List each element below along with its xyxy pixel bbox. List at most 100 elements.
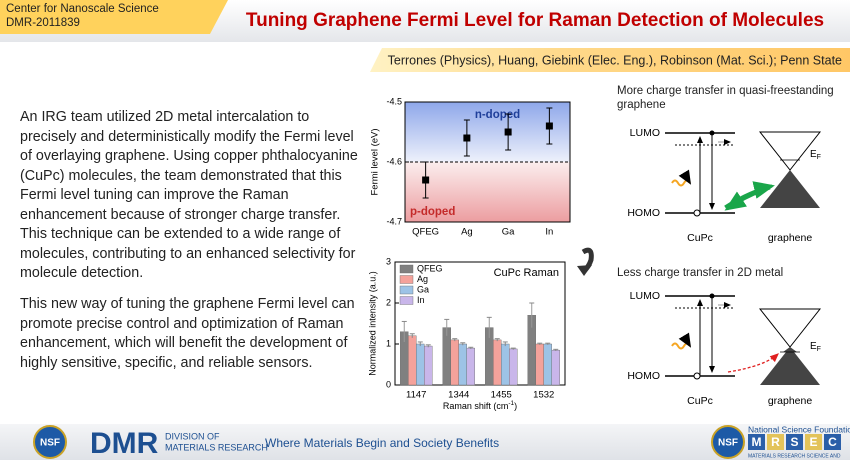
x-tick-label: Ga — [502, 227, 515, 238]
x-tick-label: In — [545, 227, 553, 238]
legend-swatch — [399, 264, 414, 274]
molecule-label: CuPc — [687, 395, 713, 407]
mrsec-box — [805, 434, 822, 450]
nsf-logo-text: NSF — [718, 438, 738, 449]
homo-label: HOMO — [627, 370, 660, 382]
mrsec-box — [824, 434, 841, 450]
x-tick-label: 1147 — [406, 390, 426, 401]
bar — [535, 343, 544, 386]
mrsec-letter: S — [790, 435, 798, 449]
foundation: National Science Foundation — [748, 424, 850, 434]
legend-swatch — [399, 296, 414, 305]
author-band — [370, 48, 850, 72]
point — [545, 122, 553, 130]
graphene-label: graphene — [768, 395, 813, 407]
x-tick-label: 1532 — [533, 390, 554, 401]
title: Tuning Graphene Fermi Level for Raman De… — [246, 10, 824, 31]
bar — [466, 347, 475, 386]
cone-filled — [783, 347, 797, 352]
y-axis-label: Fermi level (eV) — [370, 128, 381, 195]
nsf-logo — [711, 425, 745, 459]
photon — [671, 169, 692, 187]
authors: Terrones (Physics), Huang, Giebink (Elec… — [388, 53, 842, 67]
ef-label: EF — [810, 341, 821, 353]
y-tick-label: 1 — [386, 338, 391, 348]
bar — [416, 343, 425, 386]
legend-label: Ga — [417, 284, 429, 294]
ef-main: E — [810, 149, 817, 160]
body-paragraph: This new way of tuning the graphene Ferm… — [20, 296, 355, 371]
point — [463, 134, 471, 142]
annotation: p-doped — [410, 206, 455, 218]
ef-label: EF — [810, 149, 821, 161]
cone-upper — [758, 131, 822, 171]
x-axis-label-part: Raman shift (cm — [443, 401, 509, 411]
division-text: MATERIALS RESEARCH — [165, 442, 268, 452]
mrsec-box — [767, 434, 784, 450]
cone-lower — [760, 170, 820, 208]
electron — [709, 293, 715, 299]
y-tick-label: -4.6 — [386, 156, 402, 166]
transfer-arrow-back — [724, 186, 771, 211]
photon — [671, 332, 692, 350]
hole — [693, 209, 701, 217]
center-box — [0, 0, 228, 34]
bar — [551, 349, 560, 386]
lumo-label: LUMO — [630, 127, 660, 139]
flow-arrow-head — [577, 265, 592, 276]
x-axis-label-part: ) — [514, 401, 517, 411]
bar — [543, 343, 552, 386]
x-tick-label: 1344 — [448, 390, 469, 401]
cone-lower — [760, 347, 820, 385]
mrsec-letter: E — [809, 435, 817, 449]
lumo-label: LUMO — [630, 290, 660, 302]
homo-label: HOMO — [627, 207, 660, 219]
legend-swatch — [399, 275, 414, 284]
nsf-logo — [33, 425, 67, 459]
point — [504, 128, 512, 136]
y-tick-label: 0 — [386, 379, 391, 389]
mrsec-box — [786, 434, 803, 450]
nsf-logo-text: NSF — [40, 438, 60, 449]
bar — [424, 345, 433, 386]
hole — [693, 372, 701, 380]
ef-sub: F — [817, 154, 821, 161]
x-tick-label: 1455 — [491, 390, 512, 401]
bar — [408, 335, 417, 386]
mrsec-box — [748, 434, 765, 450]
diagram-title: Less charge transfer in 2D metal — [617, 267, 784, 279]
mrsec-letter: C — [828, 435, 837, 449]
chart-annotation: CuPc Raman — [494, 267, 559, 279]
mrsec-letter: M — [752, 435, 762, 449]
point — [422, 176, 430, 184]
tagline: Where Materials Begin and Society Benefi… — [265, 436, 499, 450]
bar — [509, 348, 518, 386]
bar — [442, 327, 451, 386]
legend-label: In — [417, 295, 425, 305]
x-tick-label: QFEG — [412, 227, 439, 238]
p-region — [405, 162, 570, 222]
mrsec-letter: R — [771, 435, 780, 449]
y-tick-label: 2 — [386, 297, 391, 307]
mrsec-sub: MATERIALS RESEARCH SCIENCE AND — [748, 453, 841, 459]
molecule-label: CuPc — [687, 232, 713, 244]
legend-label: QFEG — [417, 263, 443, 273]
y-tick-label: -4.7 — [386, 216, 402, 226]
graphene-label: graphene — [768, 232, 813, 244]
electron — [709, 130, 715, 136]
bar — [450, 339, 459, 386]
x-axis-label: Raman shift (cm-1) — [443, 400, 517, 412]
transfer-arrow — [727, 353, 779, 373]
ef-sub: F — [817, 346, 821, 353]
y-tick-label: -4.5 — [386, 96, 402, 106]
bar — [458, 343, 467, 386]
legend-swatch — [399, 285, 414, 295]
dmr-logo: DMR — [90, 427, 159, 460]
legend-label: Ag — [417, 274, 428, 284]
x-tick-label: Ag — [461, 227, 473, 238]
cone-upper — [758, 308, 822, 348]
y-axis-label: Normalized intensity (a.u.) — [367, 271, 377, 376]
ef-main: E — [810, 341, 817, 352]
